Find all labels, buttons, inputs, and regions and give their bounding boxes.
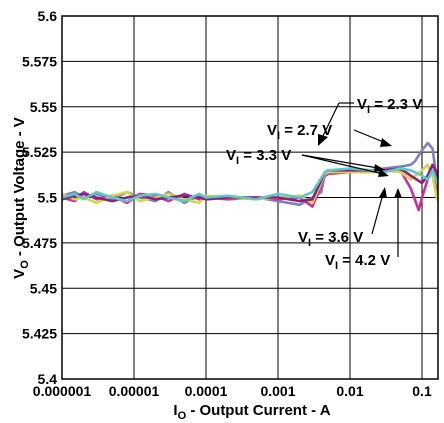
- arrow-vi-3-3-b: [301, 154, 384, 175]
- y-axis-title: VO - Output Voltage - V: [11, 117, 31, 279]
- y-tick-label: 5.425: [22, 326, 57, 342]
- arrow-vi-3-3-a: [301, 154, 379, 169]
- x-tick-label: 0.1: [412, 383, 432, 399]
- arrow-vi-2-3-down: [321, 102, 340, 139]
- arrow-head-vi-2-3: [318, 134, 328, 146]
- annotation-label-vi-2-3: VI = 2.3 V: [357, 96, 422, 116]
- x-tick-label: 0.0001: [185, 383, 228, 399]
- arrow-head-vi-2-7: [380, 138, 392, 147]
- x-tick-label: 0.00001: [109, 383, 160, 399]
- y-tick-label: 5.525: [22, 144, 57, 160]
- y-tick-label: 5.475: [22, 235, 57, 251]
- y-tick-label: 5.6: [38, 8, 58, 24]
- arrow-vi-2-7: [353, 129, 387, 144]
- y-tick-label: 5.55: [30, 99, 57, 115]
- x-tick-label: 0.000001: [33, 383, 92, 399]
- annotation-label-vi-3-3: VI = 3.3 V: [226, 147, 291, 167]
- series-group: [62, 141, 438, 212]
- x-axis-title: IO - Output Current - A: [173, 402, 330, 422]
- series-line-3: [62, 163, 438, 205]
- arrow-head-vi-3-3-a: [374, 164, 385, 172]
- series-line-5: [62, 167, 438, 203]
- y-tick-label: 5.5: [38, 190, 58, 206]
- y-tick-labels: 5.6 5.575 5.55 5.525 5.5 5.475 5.45 5.425 5.4: [22, 8, 57, 387]
- annotation-arrows: [301, 102, 399, 257]
- y-tick-label: 5.575: [22, 53, 57, 69]
- x-tick-label: 0.001: [260, 383, 295, 399]
- y-tick-label: 5.45: [30, 280, 57, 296]
- series-line-4: [62, 163, 438, 203]
- arrow-head-vi-3-3-b: [378, 169, 389, 177]
- y-tick-label: 5.4: [38, 371, 58, 387]
- arrow-head-vi-3-6: [379, 187, 387, 198]
- plot-border: [61, 15, 439, 380]
- annotation-label-vi-4-2: VI = 4.2 V: [325, 252, 390, 272]
- annotation-label-vi-3-6: VI = 3.6 V: [298, 229, 363, 249]
- arrow-heads: [318, 134, 402, 198]
- x-tick-labels: 0.000001 0.00001 0.0001 0.001 0.01 0.1: [33, 383, 432, 399]
- x-tick-label: 0.01: [336, 383, 363, 399]
- arrow-head-vi-4-2: [394, 188, 402, 198]
- arrow-vi-3-6: [371, 193, 384, 235]
